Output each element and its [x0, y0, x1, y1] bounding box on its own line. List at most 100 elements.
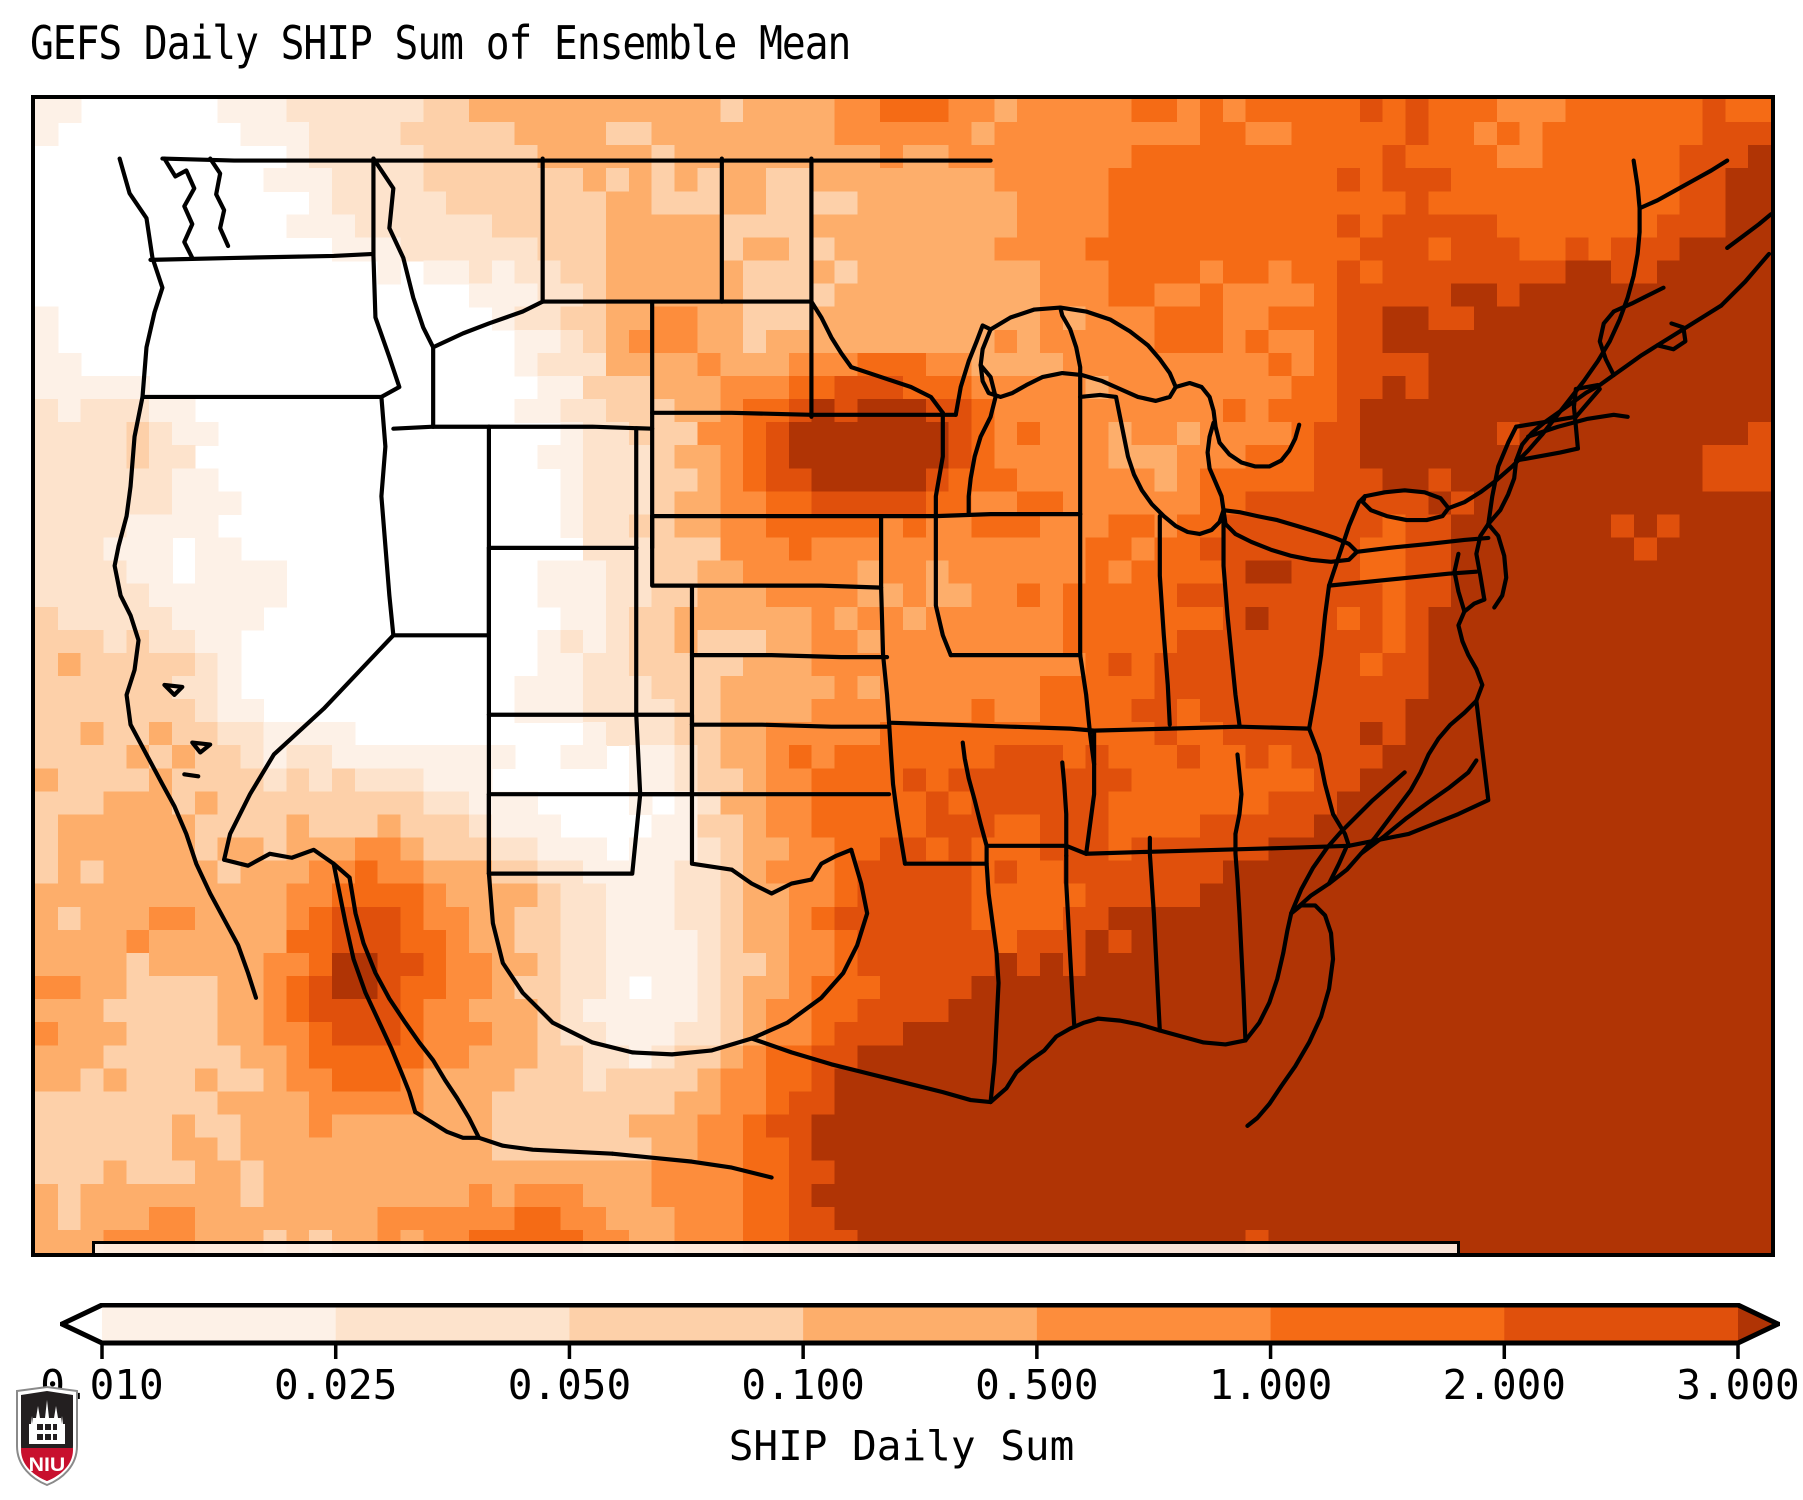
heatmap-cell — [788, 745, 813, 770]
heatmap-cell — [765, 537, 790, 562]
heatmap-cell — [1702, 1091, 1727, 1116]
heatmap-cell — [1656, 745, 1681, 770]
heatmap-cell — [1588, 422, 1612, 446]
heatmap-cell — [628, 191, 653, 216]
heatmap-cell — [286, 883, 310, 908]
heatmap-cell — [1085, 791, 1110, 816]
heatmap-cell — [880, 976, 904, 1000]
heatmap-cell — [697, 191, 721, 216]
heatmap-cell — [1268, 1137, 1293, 1162]
heatmap-cell — [880, 260, 904, 285]
heatmap-cell — [35, 1114, 59, 1139]
heatmap-cell — [1748, 145, 1771, 169]
heatmap-cell — [1222, 468, 1247, 493]
heatmap-cell — [880, 1091, 904, 1116]
heatmap-cell — [1017, 1160, 1041, 1185]
heatmap-cell — [834, 1183, 859, 1208]
heatmap-cell — [811, 952, 836, 977]
heatmap-cell — [1040, 999, 1064, 1023]
heatmap-cell — [1588, 676, 1612, 700]
heatmap-cell — [834, 537, 859, 562]
heatmap-cell — [1588, 514, 1612, 539]
heatmap-cell — [217, 722, 242, 746]
heatmap-cell — [788, 329, 813, 354]
heatmap-cell — [423, 952, 447, 977]
heatmap-cell — [857, 952, 881, 977]
heatmap-cell — [1222, 260, 1247, 285]
heatmap-cell — [697, 491, 721, 516]
heatmap-cell — [1062, 768, 1087, 793]
heatmap-cell — [149, 629, 173, 654]
heatmap-cell — [1702, 606, 1727, 631]
heatmap-cell — [1131, 399, 1155, 423]
heatmap-cell — [1359, 237, 1384, 262]
heatmap-cell — [1748, 791, 1771, 816]
heatmap-cell — [903, 999, 927, 1023]
heatmap-cell — [1748, 306, 1771, 331]
heatmap-cell — [560, 283, 584, 308]
heatmap-cell — [583, 1160, 607, 1185]
heatmap-cell — [217, 791, 242, 816]
heatmap-cell — [1633, 814, 1658, 839]
heatmap-cell — [1702, 652, 1727, 677]
heatmap-cell — [446, 260, 470, 285]
heatmap-cell — [1108, 952, 1133, 977]
heatmap-cell — [80, 1045, 105, 1070]
heatmap-cell — [1062, 976, 1087, 1000]
heatmap-cell — [765, 1091, 790, 1116]
heatmap-cell — [1222, 652, 1247, 677]
heatmap-cell — [788, 375, 813, 400]
heatmap-cell — [1337, 1183, 1361, 1208]
heatmap-cell — [697, 652, 721, 677]
heatmap-cell — [1702, 99, 1727, 123]
heatmap-cell — [1748, 976, 1771, 1000]
heatmap-cell — [560, 306, 584, 331]
heatmap-cell — [925, 145, 950, 169]
heatmap-cell — [1085, 1114, 1110, 1139]
heatmap-cell — [880, 329, 904, 354]
heatmap-cell — [217, 976, 242, 1000]
heatmap-cell — [1382, 652, 1407, 677]
heatmap-cell — [309, 837, 333, 862]
heatmap-cell — [1633, 652, 1658, 677]
heatmap-cell — [286, 1045, 310, 1070]
heatmap-cell — [1017, 768, 1041, 793]
heatmap-cell — [903, 906, 927, 931]
heatmap-cell — [1565, 191, 1589, 216]
heatmap-cell — [1702, 1137, 1727, 1162]
heatmap-cell — [1565, 329, 1589, 354]
heatmap-cell — [377, 1114, 402, 1139]
heatmap-cell — [1222, 191, 1247, 216]
colorbar-band — [803, 1305, 1038, 1343]
heatmap-cell — [217, 1068, 242, 1093]
heatmap-cell — [1177, 329, 1201, 354]
heatmap-cell — [1542, 1137, 1567, 1162]
heatmap-cell — [1633, 883, 1658, 908]
heatmap-cell — [1496, 1183, 1521, 1208]
heatmap-cell — [1679, 491, 1704, 516]
heatmap-cell — [1633, 145, 1658, 169]
heatmap-cell — [1656, 583, 1681, 608]
heatmap-cell — [1405, 929, 1430, 954]
heatmap-cell — [743, 999, 767, 1023]
heatmap-cell — [1337, 629, 1361, 654]
heatmap-cell — [172, 999, 196, 1023]
heatmap-cell — [857, 260, 881, 285]
heatmap-cell — [1542, 214, 1567, 239]
heatmap-cell — [811, 375, 836, 400]
heatmap-cell — [57, 883, 82, 908]
heatmap-cell — [1633, 976, 1658, 1000]
heatmap-cell — [903, 283, 927, 308]
heatmap-cell — [1679, 791, 1704, 816]
heatmap-cell — [126, 814, 150, 839]
heatmap-cell — [446, 976, 470, 1000]
heatmap-cell — [1062, 676, 1087, 700]
heatmap-cell — [1428, 1091, 1452, 1116]
heatmap-cell — [1222, 883, 1247, 908]
heatmap-cell — [194, 1091, 219, 1116]
heatmap-cell — [1474, 860, 1498, 885]
heatmap-cell — [1565, 722, 1589, 746]
heatmap-cell — [971, 676, 996, 700]
heatmap-cell — [994, 860, 1018, 885]
heatmap-cell — [1405, 883, 1430, 908]
